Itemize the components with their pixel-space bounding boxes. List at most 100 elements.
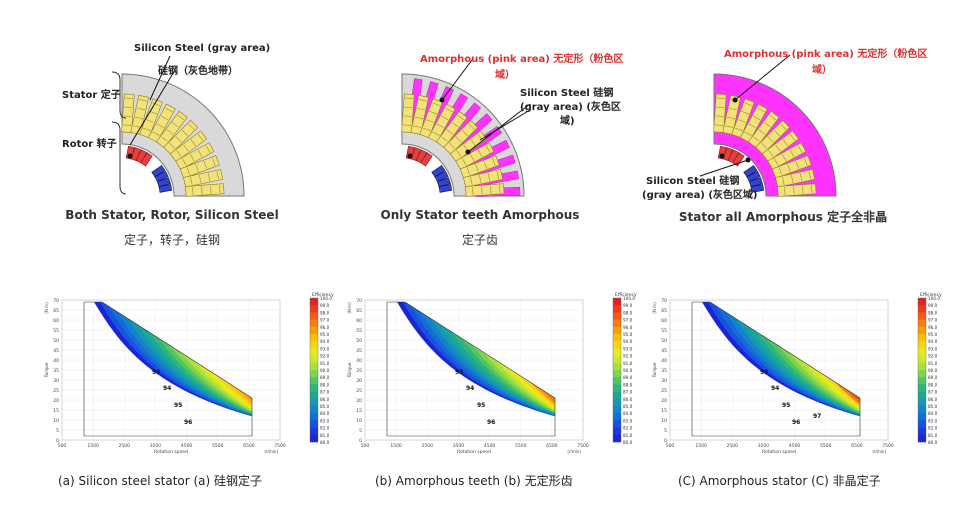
legend-swatch	[918, 406, 926, 414]
coil-winding	[175, 136, 182, 143]
coil-winding	[432, 102, 441, 106]
coil-winding	[462, 158, 467, 166]
map-caption: (C) Amorphous stator (C) 非晶定子	[678, 474, 881, 488]
coil-winding	[161, 136, 168, 142]
legend-swatch	[918, 319, 926, 328]
stator-coil	[401, 93, 415, 133]
envelope-outline	[691, 301, 861, 437]
contour-label: 97	[813, 413, 821, 420]
y-tick-label: 50	[356, 338, 362, 344]
coil-winding	[210, 185, 212, 194]
leader-line	[479, 109, 531, 141]
legend-swatch	[918, 362, 926, 371]
legend-swatch	[613, 434, 621, 443]
legend-tick: 89.0	[623, 375, 633, 380]
coil-winding	[135, 116, 143, 119]
coil-winding	[782, 154, 787, 162]
legend-swatch	[613, 326, 621, 335]
motor-section	[401, 73, 525, 198]
panel-caption-cn: 定子，转子，硅钢	[123, 233, 220, 247]
coil-winding	[470, 139, 476, 147]
callout-amorphous-cont: 域）	[495, 70, 515, 81]
contour-label: 96	[792, 419, 800, 426]
rotor-magnet-blue	[438, 184, 453, 193]
contour-label: 95	[782, 402, 790, 409]
legend-swatch	[310, 326, 318, 335]
stator-coil	[179, 155, 220, 179]
legend-swatch	[310, 434, 318, 443]
legend-tick: 91.0	[320, 361, 330, 366]
coil-winding	[404, 106, 413, 108]
legend-tick: 83.0	[320, 418, 330, 423]
coil-winding	[416, 107, 425, 111]
coil-winding	[403, 115, 412, 117]
rotor-magnet-red	[140, 152, 153, 167]
y-tick-label: 20	[661, 398, 667, 404]
map-caption: (a) Silicon steel stator (a) 硅钢定子	[58, 474, 263, 488]
stator-coil	[771, 155, 812, 179]
legend-swatch	[613, 420, 621, 428]
panel-caption-cn: 定子齿	[461, 233, 498, 247]
leader-line	[734, 54, 791, 101]
panel-caption: Stator all Amorphous 定子全非晶	[678, 210, 888, 224]
coil-winding	[769, 114, 777, 121]
legend-tick: 80.0	[623, 440, 633, 445]
legend-swatch	[310, 319, 318, 328]
motor-section	[121, 73, 245, 197]
legend-swatch	[613, 406, 621, 414]
coil-winding	[773, 130, 780, 137]
legend-tick: 80.0	[320, 440, 330, 445]
legend-tick: 82.0	[928, 426, 938, 431]
callout-silicon-steel-cn: (gray area) (灰色区	[520, 102, 621, 113]
legend-swatch	[613, 362, 621, 371]
legend-tick: 97.0	[928, 318, 938, 323]
panel-caption: Only Stator teeth Amorphous	[380, 208, 580, 222]
y-tick-label: 20	[356, 398, 362, 404]
legend-tick: 99.0	[320, 303, 330, 308]
coil-winding	[183, 144, 189, 152]
legend-tick: 99.0	[928, 303, 938, 308]
x-axis-label: Rotation speed	[154, 449, 188, 455]
y-tick-label: 70	[356, 298, 362, 304]
y-tick-label: 30	[356, 378, 362, 384]
coil-winding	[789, 133, 796, 141]
y-axis-unit: (N·m)	[347, 302, 352, 314]
legend-swatch	[613, 298, 621, 306]
coil-winding	[445, 107, 453, 113]
legend-tick: 100.0	[320, 296, 332, 301]
coil-winding	[715, 124, 724, 126]
contour-label: 95	[174, 402, 182, 409]
stator-coil	[767, 142, 807, 171]
motor-diagrams	[111, 54, 837, 198]
legend-swatch	[310, 406, 318, 414]
y-axis-label: Torque	[652, 362, 658, 378]
coil-winding	[804, 157, 808, 166]
rotor-magnet-red	[420, 152, 433, 167]
coil-winding	[778, 167, 783, 176]
x-tick-label: 6500	[546, 443, 558, 449]
coil-winding	[496, 171, 499, 180]
x-tick-label: 7500	[274, 443, 286, 449]
stator-coil	[183, 169, 224, 188]
legend-tick: 89.0	[928, 375, 938, 380]
coil-winding	[741, 110, 749, 115]
legend-frame	[917, 297, 927, 443]
legend-tick: 88.0	[928, 382, 938, 387]
coil-winding	[195, 164, 199, 172]
coil-winding	[203, 161, 208, 169]
legend-swatch	[918, 298, 926, 306]
coil-winding	[475, 164, 479, 172]
coil-winding	[216, 171, 219, 180]
legend-swatch	[310, 355, 318, 364]
coil-winding	[142, 127, 151, 132]
legend-tick: 93.0	[928, 346, 938, 351]
legend-swatch	[310, 413, 318, 421]
coil-winding	[784, 186, 786, 195]
coil-winding	[470, 154, 475, 162]
y-tick-label: 20	[53, 398, 59, 404]
legend-tick: 95.0	[623, 332, 633, 337]
contour-label: 93	[455, 369, 463, 376]
legend-swatch	[613, 341, 621, 349]
x-tick-label: 500	[58, 443, 67, 449]
pointer-dot	[745, 157, 751, 163]
